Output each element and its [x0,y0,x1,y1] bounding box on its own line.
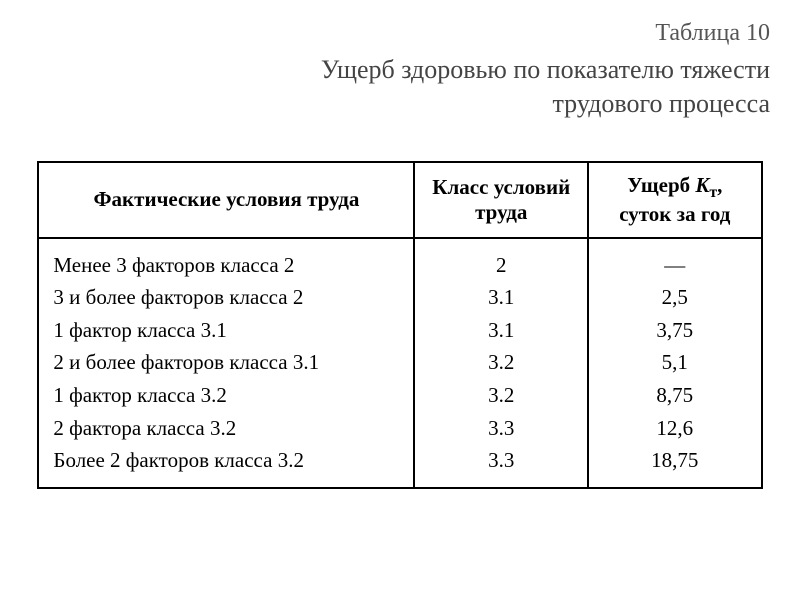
col-header-conditions: Фактические условия труда [38,162,414,238]
condition-value: 1 фактор класса 3.1 [53,314,399,347]
damage-table: Фактические условия труда Класс условий … [37,161,762,489]
table-header-row: Фактические условия труда Класс условий … [38,162,761,238]
class-value: 3.3 [429,412,573,445]
damage-value: 2,5 [603,281,747,314]
damage-value: 18,75 [603,444,747,477]
damage-value: 5,1 [603,346,747,379]
condition-value: Менее 3 факторов класса 2 [53,249,399,282]
table-body-row: Менее 3 факторов класса 2 3 и более факт… [38,238,761,488]
col-header-damage: Ущерб Kт, суток за год [588,162,762,238]
conditions-cell: Менее 3 факторов класса 2 3 и более факт… [38,238,414,488]
class-value: 3.1 [429,281,573,314]
damage-header-sub: т [709,184,717,201]
class-value: 2 [429,249,573,282]
damage-header-line2: суток за год [619,202,730,226]
condition-value: Более 2 факторов класса 3.2 [53,444,399,477]
page-title: Ущерб здоровью по показателю тяжести тру… [30,53,770,121]
title-line-2: трудового процесса [553,89,771,118]
damage-cell: — 2,5 3,75 5,1 8,75 12,6 18,75 [588,238,762,488]
damage-value: — [603,249,747,282]
condition-value: 2 фактора класса 3.2 [53,412,399,445]
class-value: 3.1 [429,314,573,347]
damage-header-var: K [695,173,709,197]
damage-header-suffix: , [717,173,722,197]
table-number-label: Таблица 10 [30,20,770,47]
class-value: 3.2 [429,379,573,412]
col-header-class: Класс условий труда [414,162,588,238]
damage-header-prefix: Ущерб [627,173,695,197]
class-value: 3.3 [429,444,573,477]
title-line-1: Ущерб здоровью по показателю тяжести [321,55,770,84]
damage-value: 8,75 [603,379,747,412]
condition-value: 3 и более факторов класса 2 [53,281,399,314]
class-cell: 2 3.1 3.1 3.2 3.2 3.3 3.3 [414,238,588,488]
damage-value: 12,6 [603,412,747,445]
class-value: 3.2 [429,346,573,379]
condition-value: 2 и более факторов класса 3.1 [53,346,399,379]
damage-value: 3,75 [603,314,747,347]
condition-value: 1 фактор класса 3.2 [53,379,399,412]
